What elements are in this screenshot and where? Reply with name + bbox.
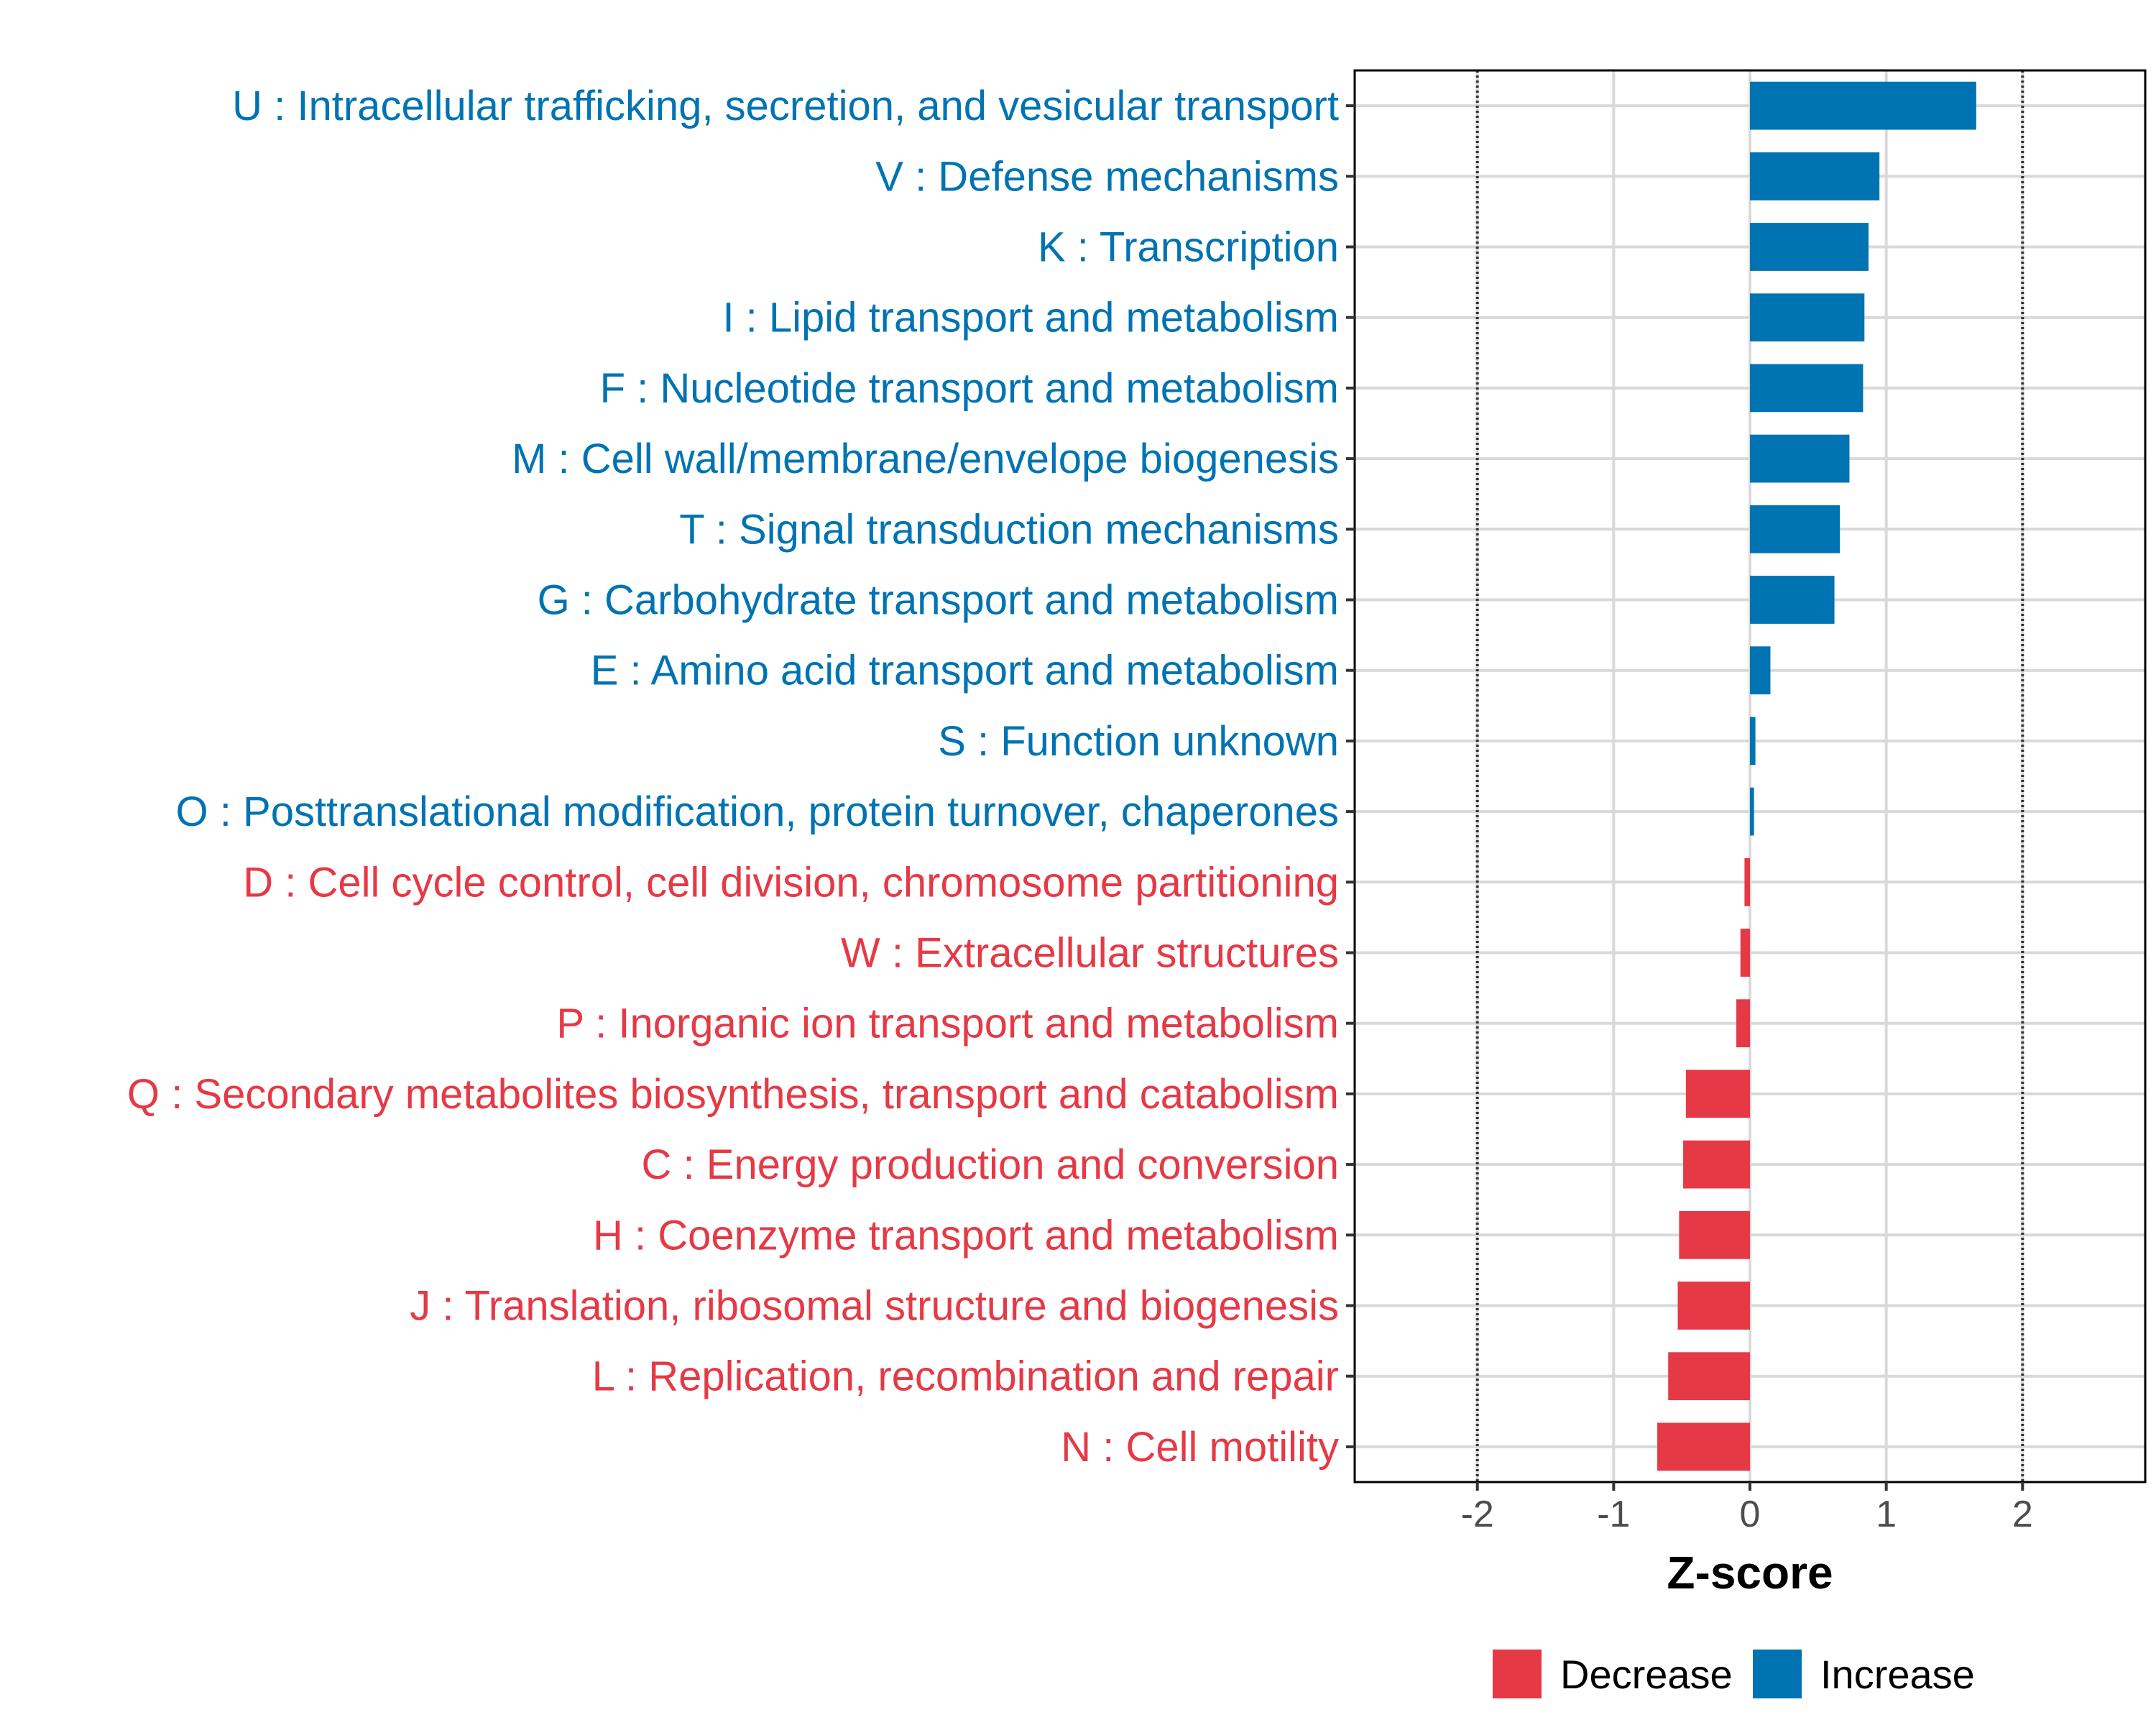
category-label: K : Transcription xyxy=(1038,224,1339,271)
bar xyxy=(1679,1210,1750,1259)
bar xyxy=(1668,1352,1750,1401)
bar xyxy=(1744,857,1750,906)
category-label: D : Cell cycle control, cell division, c… xyxy=(243,859,1339,906)
x-tick-label: -1 xyxy=(1597,1494,1630,1535)
bar xyxy=(1750,646,1771,695)
legend-key xyxy=(1753,1650,1802,1698)
bar xyxy=(1750,434,1850,483)
x-tick-label: 2 xyxy=(2012,1494,2033,1535)
bar xyxy=(1657,1422,1750,1471)
category-labels: U : Intracellular trafficking, secretion… xyxy=(127,83,1339,1471)
category-label: S : Function unknown xyxy=(938,718,1339,765)
grid-lines xyxy=(1355,70,2145,1482)
bar xyxy=(1740,929,1750,977)
x-axis-ticks: -2 -1 0 1 2 xyxy=(1461,1482,2033,1535)
x-tick-label: 1 xyxy=(1876,1494,1897,1535)
category-label: T : Signal transduction mechanisms xyxy=(679,506,1339,553)
category-label: O : Posttranslational modification, prot… xyxy=(176,788,1339,835)
legend-label: Increase xyxy=(1820,1652,1975,1697)
bar xyxy=(1750,787,1754,836)
category-label: L : Replication, recombination and repai… xyxy=(592,1353,1339,1400)
category-label: E : Amino acid transport and metabolism xyxy=(591,648,1339,694)
legend: Decrease Increase xyxy=(1493,1650,1975,1698)
bar xyxy=(1750,576,1835,624)
x-tick-label: 0 xyxy=(1740,1494,1761,1535)
category-label: H : Coenzyme transport and metabolism xyxy=(593,1212,1339,1259)
category-label: U : Intracellular trafficking, secretion… xyxy=(232,83,1339,129)
bar xyxy=(1750,364,1864,413)
bar xyxy=(1683,1140,1750,1189)
category-label: P : Inorganic ion transport and metaboli… xyxy=(556,1000,1339,1047)
legend-key xyxy=(1493,1650,1542,1698)
category-label: F : Nucleotide transport and metabolism xyxy=(600,365,1339,412)
category-label: Q : Secondary metabolites biosynthesis, … xyxy=(127,1071,1339,1118)
bar xyxy=(1685,1070,1750,1118)
legend-label: Decrease xyxy=(1560,1652,1733,1697)
bar xyxy=(1750,505,1841,553)
category-label: C : Energy production and conversion xyxy=(642,1141,1339,1188)
bar xyxy=(1750,293,1865,342)
bar xyxy=(1736,999,1750,1048)
category-label: I : Lipid transport and metabolism xyxy=(722,295,1339,341)
category-label: N : Cell motility xyxy=(1061,1424,1339,1471)
reference-lines xyxy=(1475,70,2024,1482)
bars xyxy=(1657,81,1976,1471)
bar xyxy=(1677,1282,1750,1330)
bar xyxy=(1750,152,1880,201)
x-axis-title: Z-score xyxy=(1667,1547,1833,1598)
category-label: J : Translation, ribosomal structure and… xyxy=(410,1283,1339,1330)
category-label: M : Cell wall/membrane/envelope biogenes… xyxy=(512,436,1339,482)
bar xyxy=(1750,81,1976,130)
x-tick-label: -2 xyxy=(1461,1494,1494,1535)
category-label: W : Extracellular structures xyxy=(841,930,1339,977)
category-label: V : Defense mechanisms xyxy=(875,153,1339,200)
bar xyxy=(1750,223,1869,271)
category-label: G : Carbohydrate transport and metabolis… xyxy=(538,577,1339,624)
y-axis-ticks xyxy=(1346,104,1355,1448)
bar xyxy=(1750,717,1756,765)
